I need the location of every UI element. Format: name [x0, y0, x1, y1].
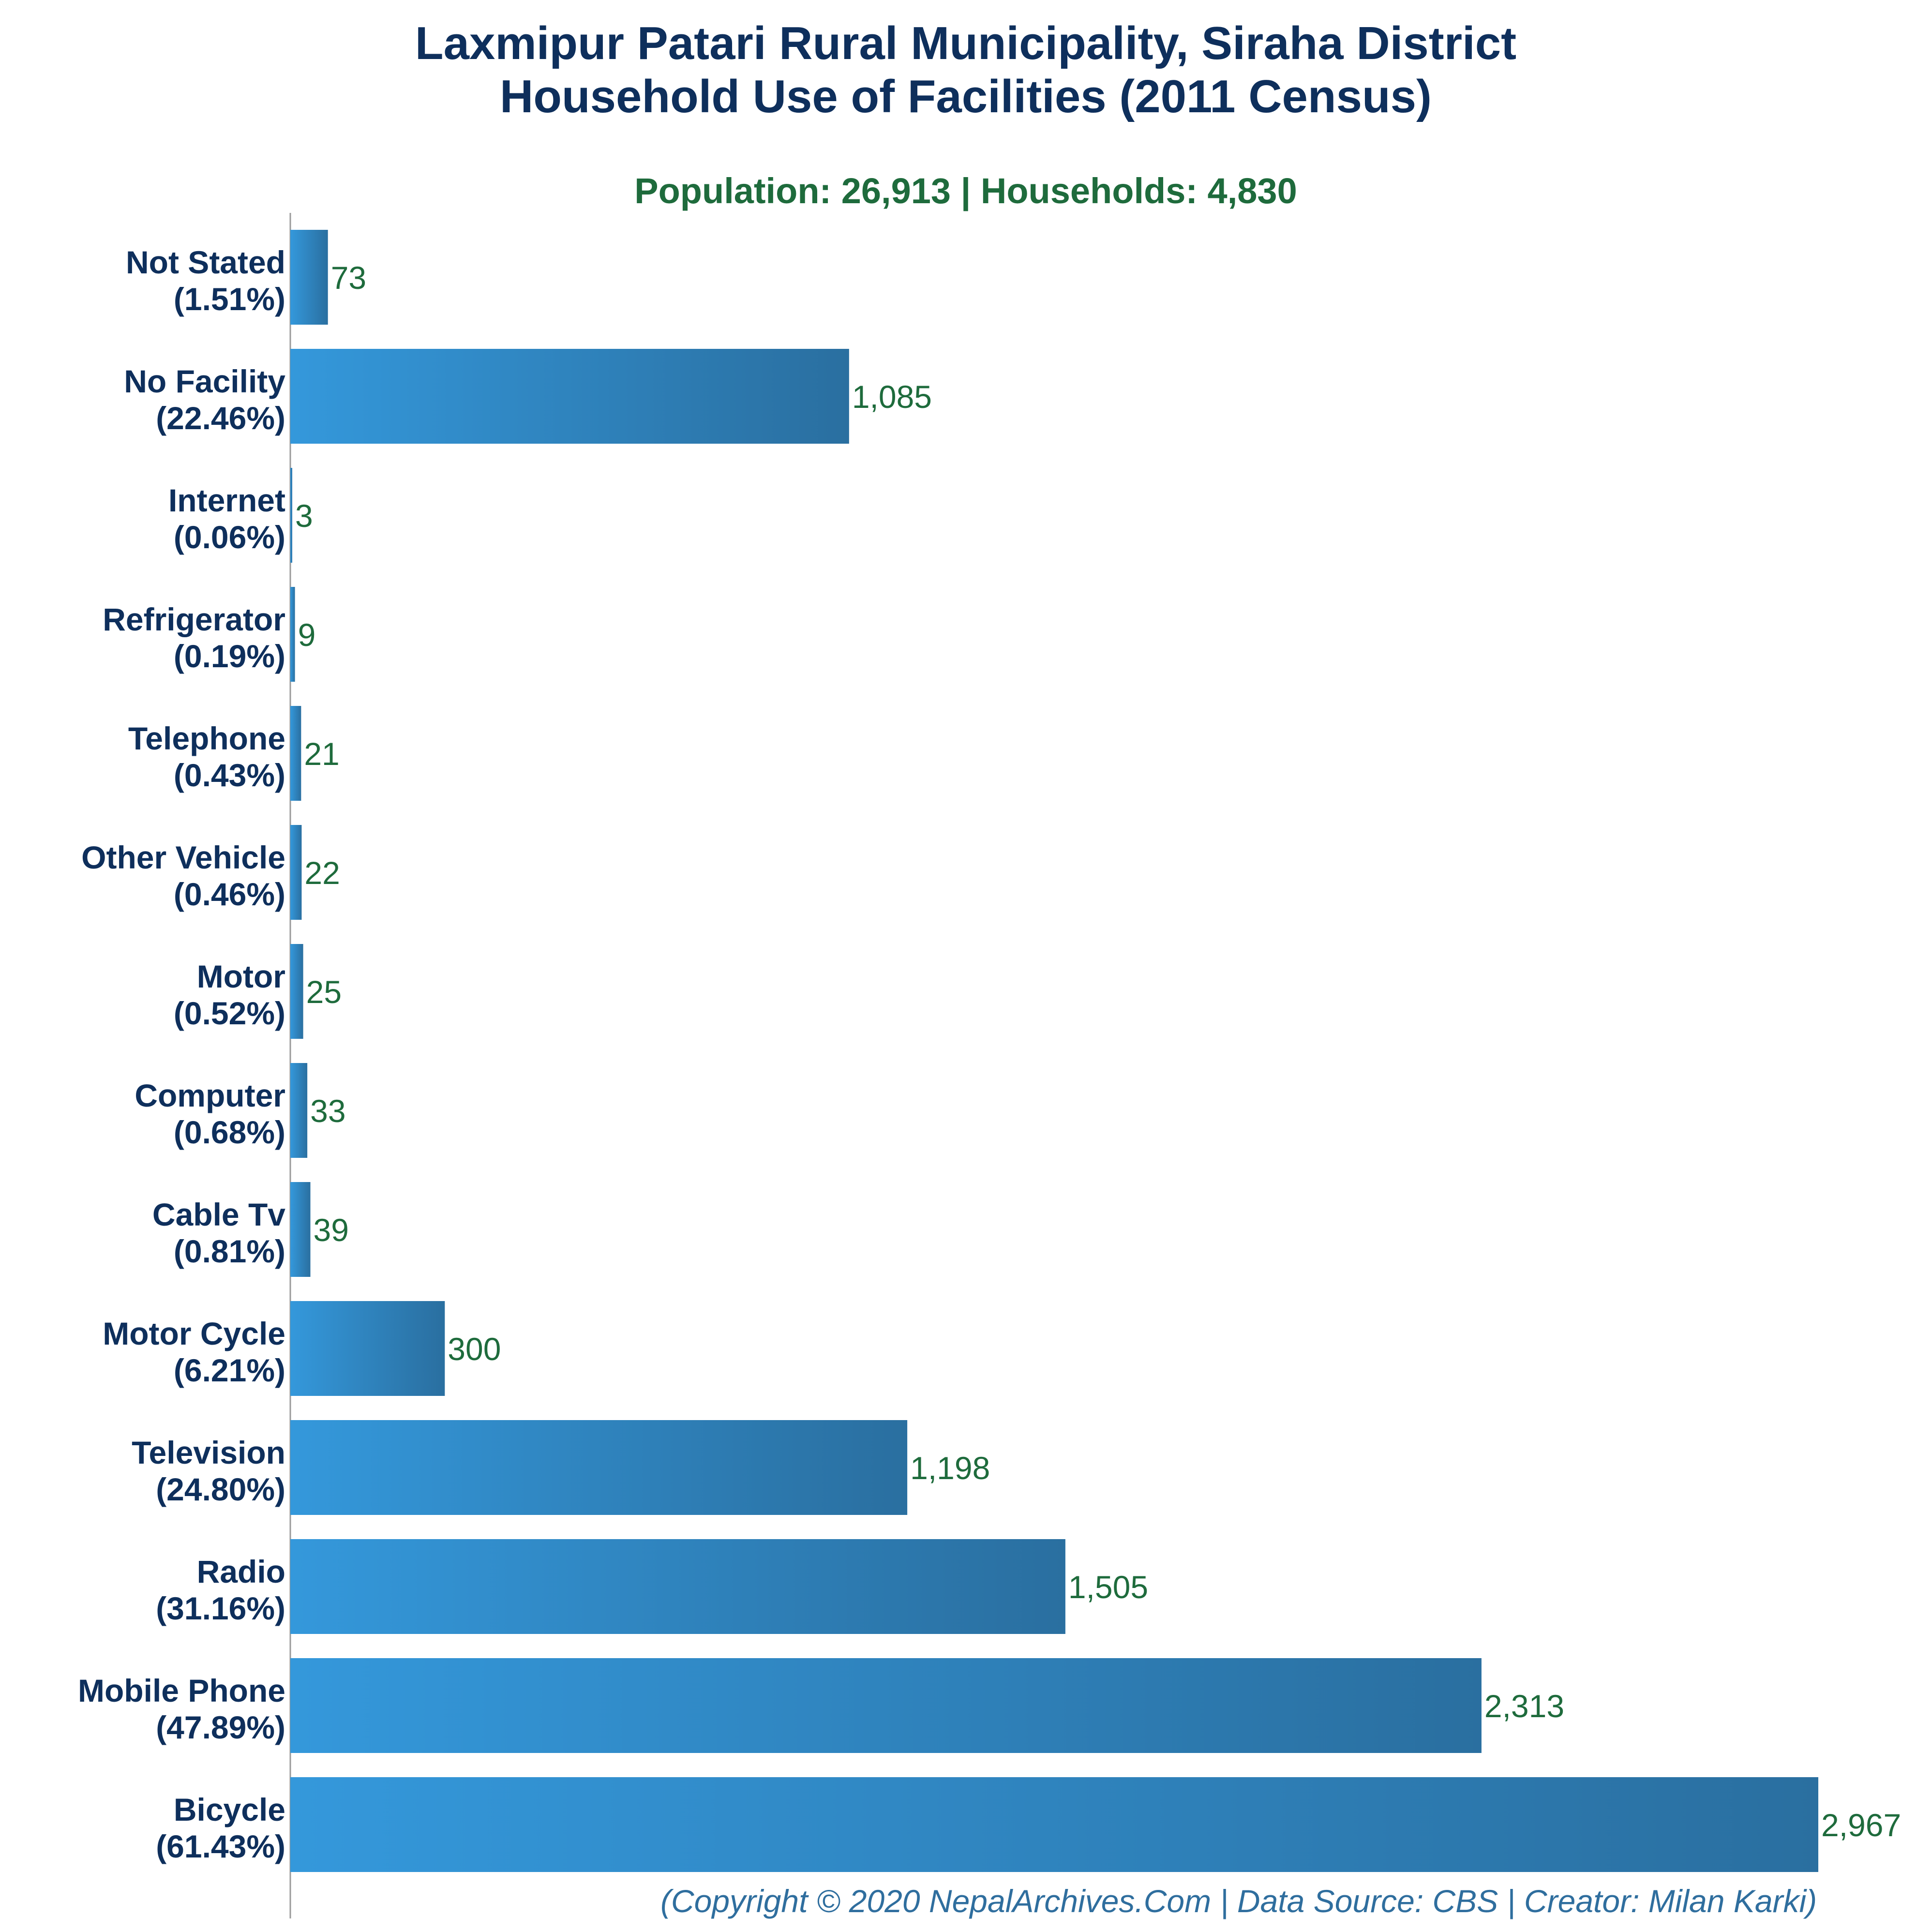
category-percent-label: (22.46%) [156, 400, 285, 436]
bar-bicycle [290, 1777, 1818, 1872]
value-label: 1,505 [1068, 1569, 1148, 1605]
value-label: 22 [304, 855, 340, 891]
category-percent-label: (0.06%) [174, 519, 285, 555]
value-label: 25 [306, 974, 342, 1010]
category-label: Motor Cycle [103, 1316, 285, 1351]
category-label: Telephone [128, 720, 285, 756]
category-label: Mobile Phone [78, 1673, 285, 1708]
value-label: 2,313 [1484, 1688, 1564, 1724]
category-label: Computer [135, 1078, 285, 1113]
bars-group: Not Stated(1.51%) 73 No Facility(22.46%) 1,… [78, 230, 1901, 1872]
chart-title-line-2: Household Use of Facilities (2011 Census… [500, 71, 1432, 122]
value-label: 73 [331, 260, 366, 296]
bar-not-stated [290, 230, 328, 325]
category-percent-label: (0.46%) [174, 876, 285, 912]
category-percent-label: (1.51%) [174, 281, 285, 317]
chart-title-line-1: Laxmipur Patari Rural Municipality, Sira… [415, 17, 1516, 69]
category-label: Television [132, 1435, 285, 1470]
bar-radio [290, 1539, 1065, 1634]
category-label: Motor [197, 959, 285, 994]
category-label: No Facility [124, 363, 285, 399]
category-percent-label: (0.19%) [174, 638, 285, 674]
value-label: 300 [448, 1331, 501, 1367]
category-label: Other Vehicle [81, 839, 285, 875]
bar-mobile-phone [290, 1658, 1482, 1753]
bar-computer [290, 1063, 308, 1158]
category-label: Internet [168, 482, 285, 518]
category-label: Cable Tv [152, 1197, 285, 1232]
bar-motor [290, 944, 303, 1039]
value-label: 9 [298, 617, 316, 653]
value-label: 1,198 [910, 1450, 990, 1486]
category-percent-label: (24.80%) [156, 1471, 285, 1507]
bar-television [290, 1420, 908, 1515]
bar-other-vehicle [290, 825, 302, 920]
value-label: 39 [314, 1212, 349, 1248]
chart-subtitle: Population: 26,913 | Households: 4,830 [634, 171, 1297, 211]
bar-no-facility [290, 349, 849, 444]
category-percent-label: (0.81%) [174, 1233, 285, 1269]
category-percent-label: (0.68%) [174, 1114, 285, 1150]
bar-cable-tv [290, 1182, 311, 1277]
category-percent-label: (61.43%) [156, 1828, 285, 1864]
category-percent-label: (0.52%) [174, 995, 285, 1031]
category-percent-label: (31.16%) [156, 1590, 285, 1626]
value-label: 3 [295, 498, 313, 534]
value-label: 2,967 [1821, 1807, 1901, 1843]
category-label: Not Stated [126, 244, 285, 280]
value-label: 21 [304, 736, 339, 772]
chart-footer: (Copyright © 2020 NepalArchives.Com | Da… [660, 1883, 1817, 1920]
category-percent-label: (47.89%) [156, 1709, 285, 1745]
bar-refrigerator [290, 587, 295, 682]
category-percent-label: (0.43%) [174, 757, 285, 793]
category-label: Radio [197, 1554, 285, 1589]
value-label: 33 [310, 1093, 345, 1129]
category-label: Refrigerator [103, 601, 285, 637]
category-label: Bicycle [174, 1792, 285, 1827]
bar-motor-cycle [290, 1301, 445, 1396]
value-label: 1,085 [852, 379, 932, 415]
bar-internet [290, 468, 292, 563]
bar-telephone [290, 706, 301, 801]
category-percent-label: (6.21%) [174, 1352, 285, 1388]
